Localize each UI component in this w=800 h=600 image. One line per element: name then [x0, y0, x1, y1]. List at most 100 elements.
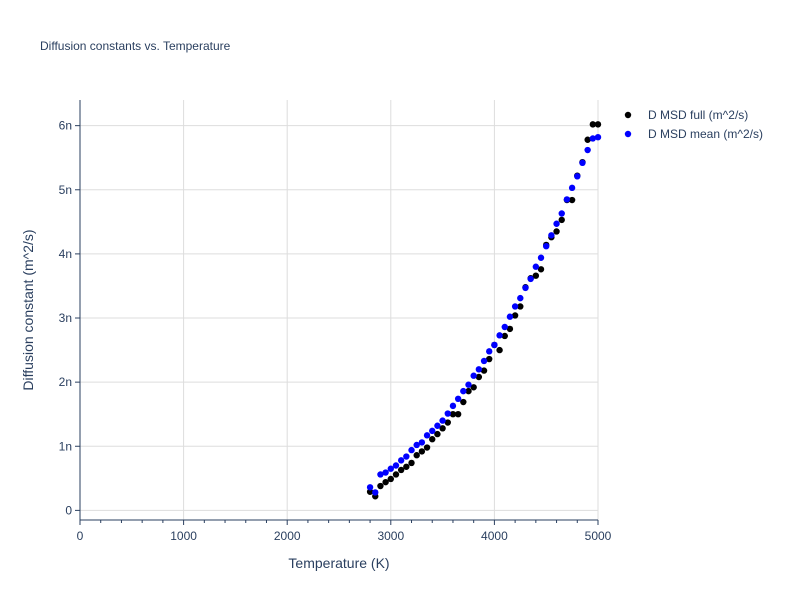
data-point — [506, 325, 514, 333]
data-point — [537, 254, 545, 261]
data-point — [584, 136, 591, 143]
x-tick-label: 1000 — [170, 529, 197, 543]
data-point — [589, 135, 597, 142]
y-tick-label: 4n — [59, 247, 72, 261]
data-point — [408, 446, 415, 454]
data-point — [486, 348, 493, 355]
data-point — [366, 484, 374, 491]
data-point — [501, 332, 508, 340]
x-tick-label: 4000 — [481, 529, 508, 543]
legend-marker-full — [624, 111, 632, 119]
data-point — [460, 398, 467, 406]
grid — [80, 100, 599, 520]
data-point — [439, 417, 446, 424]
x-tick-label: 5000 — [585, 529, 612, 543]
x-tick-label: 2000 — [274, 529, 301, 543]
data-point — [423, 432, 431, 439]
y-tick-label: 5n — [59, 183, 72, 197]
data-point — [553, 228, 560, 235]
data-point — [403, 463, 410, 470]
data-point — [397, 466, 405, 474]
data-point — [486, 355, 493, 363]
data-point — [429, 436, 436, 443]
data-point — [418, 448, 426, 455]
plot-background — [80, 100, 598, 520]
data-point — [418, 439, 426, 446]
data-point — [382, 478, 389, 486]
data-point — [584, 146, 591, 154]
data-point — [568, 184, 576, 192]
data-point — [553, 220, 560, 227]
data-point — [548, 232, 555, 239]
legend-label-full: D MSD full (m^2/s) — [648, 108, 748, 122]
data-point — [470, 372, 477, 379]
data-point — [444, 410, 451, 417]
data-points — [366, 121, 602, 500]
legend-item-mean[interactable]: D MSD mean (m^2/s) — [624, 127, 763, 141]
data-point — [527, 275, 534, 283]
data-point — [423, 444, 431, 451]
data-point — [449, 402, 457, 410]
data-point — [517, 294, 524, 302]
legend[interactable]: D MSD full (m^2/s) D MSD mean (m^2/s) — [624, 108, 763, 141]
data-point — [506, 313, 514, 320]
data-point — [558, 210, 565, 217]
data-point — [429, 427, 436, 435]
data-point — [480, 357, 488, 365]
data-point — [454, 410, 462, 418]
data-point — [517, 303, 524, 310]
data-point — [496, 346, 503, 354]
data-point — [470, 384, 477, 391]
data-point — [377, 471, 384, 478]
data-point — [434, 422, 441, 429]
data-point — [449, 410, 457, 418]
x-tick-label: 0 — [77, 529, 84, 543]
data-point — [480, 367, 488, 374]
series-1 — [366, 133, 602, 496]
chart-title: Diffusion constants vs. Temperature — [40, 39, 231, 53]
data-point — [496, 332, 503, 339]
y-tick-label: 3n — [59, 311, 72, 325]
data-point — [460, 387, 467, 395]
data-point — [413, 441, 420, 449]
data-point — [532, 272, 540, 279]
data-point — [372, 489, 379, 496]
data-point — [382, 469, 389, 476]
data-point — [563, 196, 571, 203]
data-point — [501, 323, 508, 331]
data-point — [403, 453, 410, 460]
data-point — [408, 459, 415, 467]
data-point — [387, 465, 394, 472]
data-point — [511, 303, 519, 310]
data-point — [589, 121, 597, 128]
data-point — [392, 471, 400, 478]
y-tick-label: 2n — [59, 375, 72, 389]
legend-marker-mean — [624, 130, 632, 138]
data-point — [558, 216, 565, 224]
data-point — [568, 196, 576, 204]
data-point — [439, 425, 446, 432]
tick-labels: 0 1000 2000 3000 4000 5000 0 1n 2n 3n 4n 5n 6n — [59, 119, 612, 543]
data-point — [413, 452, 420, 459]
data-point — [434, 430, 441, 438]
data-point — [454, 395, 462, 403]
data-point — [465, 387, 472, 395]
data-point — [522, 284, 529, 292]
y-axis-title: Diffusion constant (m^2/s) — [20, 229, 36, 390]
y-tick-label: 0 — [65, 503, 72, 517]
y-tick-label: 1n — [59, 439, 72, 453]
data-point — [594, 121, 602, 128]
data-point — [377, 482, 384, 490]
data-point — [392, 462, 400, 469]
data-point — [387, 475, 394, 483]
data-point — [465, 381, 472, 388]
data-point — [475, 373, 483, 381]
data-point — [574, 173, 581, 180]
legend-item-full[interactable]: D MSD full (m^2/s) — [624, 108, 749, 122]
data-point — [444, 419, 451, 426]
axes — [75, 100, 599, 525]
data-point — [491, 341, 498, 349]
data-point — [366, 488, 374, 495]
data-point — [532, 263, 540, 270]
